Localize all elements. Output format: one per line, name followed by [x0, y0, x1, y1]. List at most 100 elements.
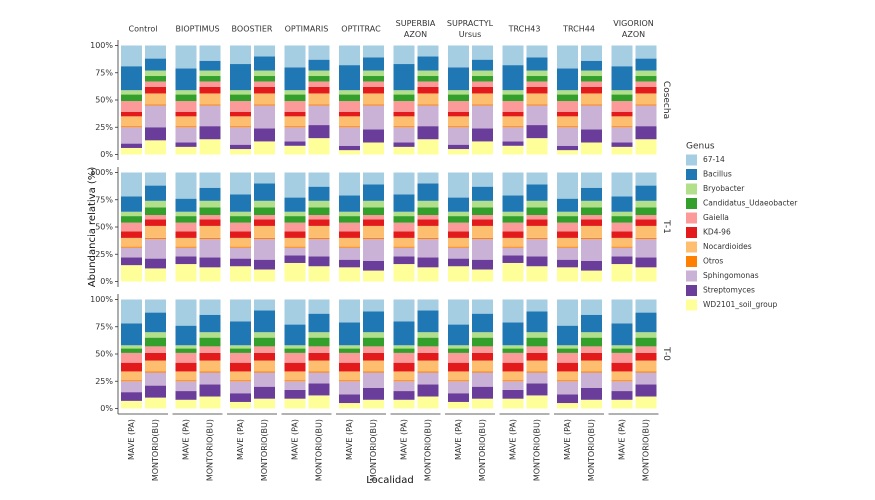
bar-segment [254, 70, 275, 77]
bar-segment [175, 246, 197, 248]
bar-segment [502, 145, 524, 155]
bar-segment [526, 207, 548, 216]
bar-segment [393, 237, 415, 247]
bar-segment [199, 207, 221, 216]
bar-segment [339, 348, 360, 353]
bar-segment [611, 348, 633, 353]
bar-segment [339, 111, 360, 117]
bar-segment [363, 104, 384, 106]
bar-segment [199, 104, 221, 106]
bar-segment [175, 211, 197, 217]
bar-segment [254, 371, 275, 373]
bar-segment [339, 231, 360, 238]
bar-segment [635, 70, 657, 77]
bar-segment [417, 183, 439, 201]
bar-segment [611, 216, 633, 223]
bar-segment [308, 360, 330, 372]
x-tick-label: MAVE (PA) [454, 419, 463, 460]
bar-segment [635, 337, 657, 347]
bar-segment [502, 231, 524, 238]
row-label: T-0 [661, 346, 671, 361]
column-label: TRCH44 [562, 25, 595, 34]
bar-segment [339, 352, 360, 363]
bar-segment [199, 337, 221, 347]
x-tick-label: MAVE (PA) [400, 419, 409, 460]
bar-segment [230, 116, 251, 127]
bar-segment [581, 93, 602, 105]
bar-segment [308, 93, 330, 105]
bar-segment [635, 237, 657, 239]
bar-segment [254, 225, 275, 238]
bar-segment [502, 362, 524, 372]
bar-segment [363, 399, 384, 409]
bar-segment [199, 346, 221, 353]
bar-segment [199, 299, 221, 315]
legend-label: Gaiella [703, 213, 729, 222]
legend-label: Candidatus_Udaeobacter [703, 199, 798, 208]
bar-segment [557, 127, 578, 146]
legend-key [686, 270, 697, 282]
x-tick-label: MAVE (PA) [182, 419, 191, 460]
bar-segment [472, 398, 493, 409]
bar-segment [393, 299, 415, 322]
bar-segment [363, 76, 384, 82]
bar-segment [230, 352, 251, 363]
bar-segment [611, 264, 633, 282]
bar-segment [557, 246, 578, 248]
bar-segment [363, 207, 384, 216]
bar-segment [230, 299, 251, 322]
bar-segment [230, 345, 251, 349]
bar-segment [363, 299, 384, 312]
bar-segment [199, 360, 221, 372]
bar-segment [230, 258, 251, 267]
bar-segment [230, 126, 251, 128]
bar-segment [121, 111, 142, 117]
bar-segment [581, 270, 602, 282]
bar-segment [284, 255, 306, 263]
bar-segment [393, 348, 415, 353]
bar-segment [393, 90, 415, 95]
bar-segment [145, 185, 166, 201]
bar-segment [472, 332, 493, 338]
bar-segment [145, 105, 166, 128]
bar-segment [417, 384, 439, 397]
bar-segment [557, 126, 578, 128]
bar-segment [611, 211, 633, 217]
bar-segment [254, 128, 275, 142]
bar-segment [611, 101, 633, 112]
bar-segment [472, 141, 493, 155]
bar-segment [199, 384, 221, 397]
bar-segment [308, 76, 330, 82]
bar-segment [502, 172, 524, 196]
bar-segment [393, 194, 415, 212]
bar-segment [611, 116, 633, 127]
bar-segment [175, 391, 197, 400]
bar-segment [121, 237, 142, 247]
row-label: T-1 [661, 219, 671, 234]
bar-segment [284, 67, 306, 91]
bar-segment [417, 396, 439, 409]
bar-segment [417, 200, 439, 208]
bar-segment [199, 70, 221, 77]
bar-segment [308, 104, 330, 106]
bar-segment [121, 381, 142, 393]
bar-segment [448, 216, 469, 223]
bar-segment [363, 70, 384, 77]
bar-segment [339, 94, 360, 102]
bar-segment [308, 383, 330, 396]
bar-segment [581, 346, 602, 353]
bar-segment [199, 76, 221, 82]
bar-segment [581, 260, 602, 271]
bar-segment [635, 139, 657, 155]
bar-segment [557, 403, 578, 409]
bar-segment [230, 237, 251, 247]
bar-segment [308, 172, 330, 187]
bar-segment [557, 345, 578, 349]
bar-segment [284, 299, 306, 325]
y-tick-label: 50% [95, 96, 113, 105]
bar-segment [393, 142, 415, 147]
bar-segment [502, 398, 524, 409]
bar-segment [339, 362, 360, 372]
bar-segment [393, 216, 415, 223]
